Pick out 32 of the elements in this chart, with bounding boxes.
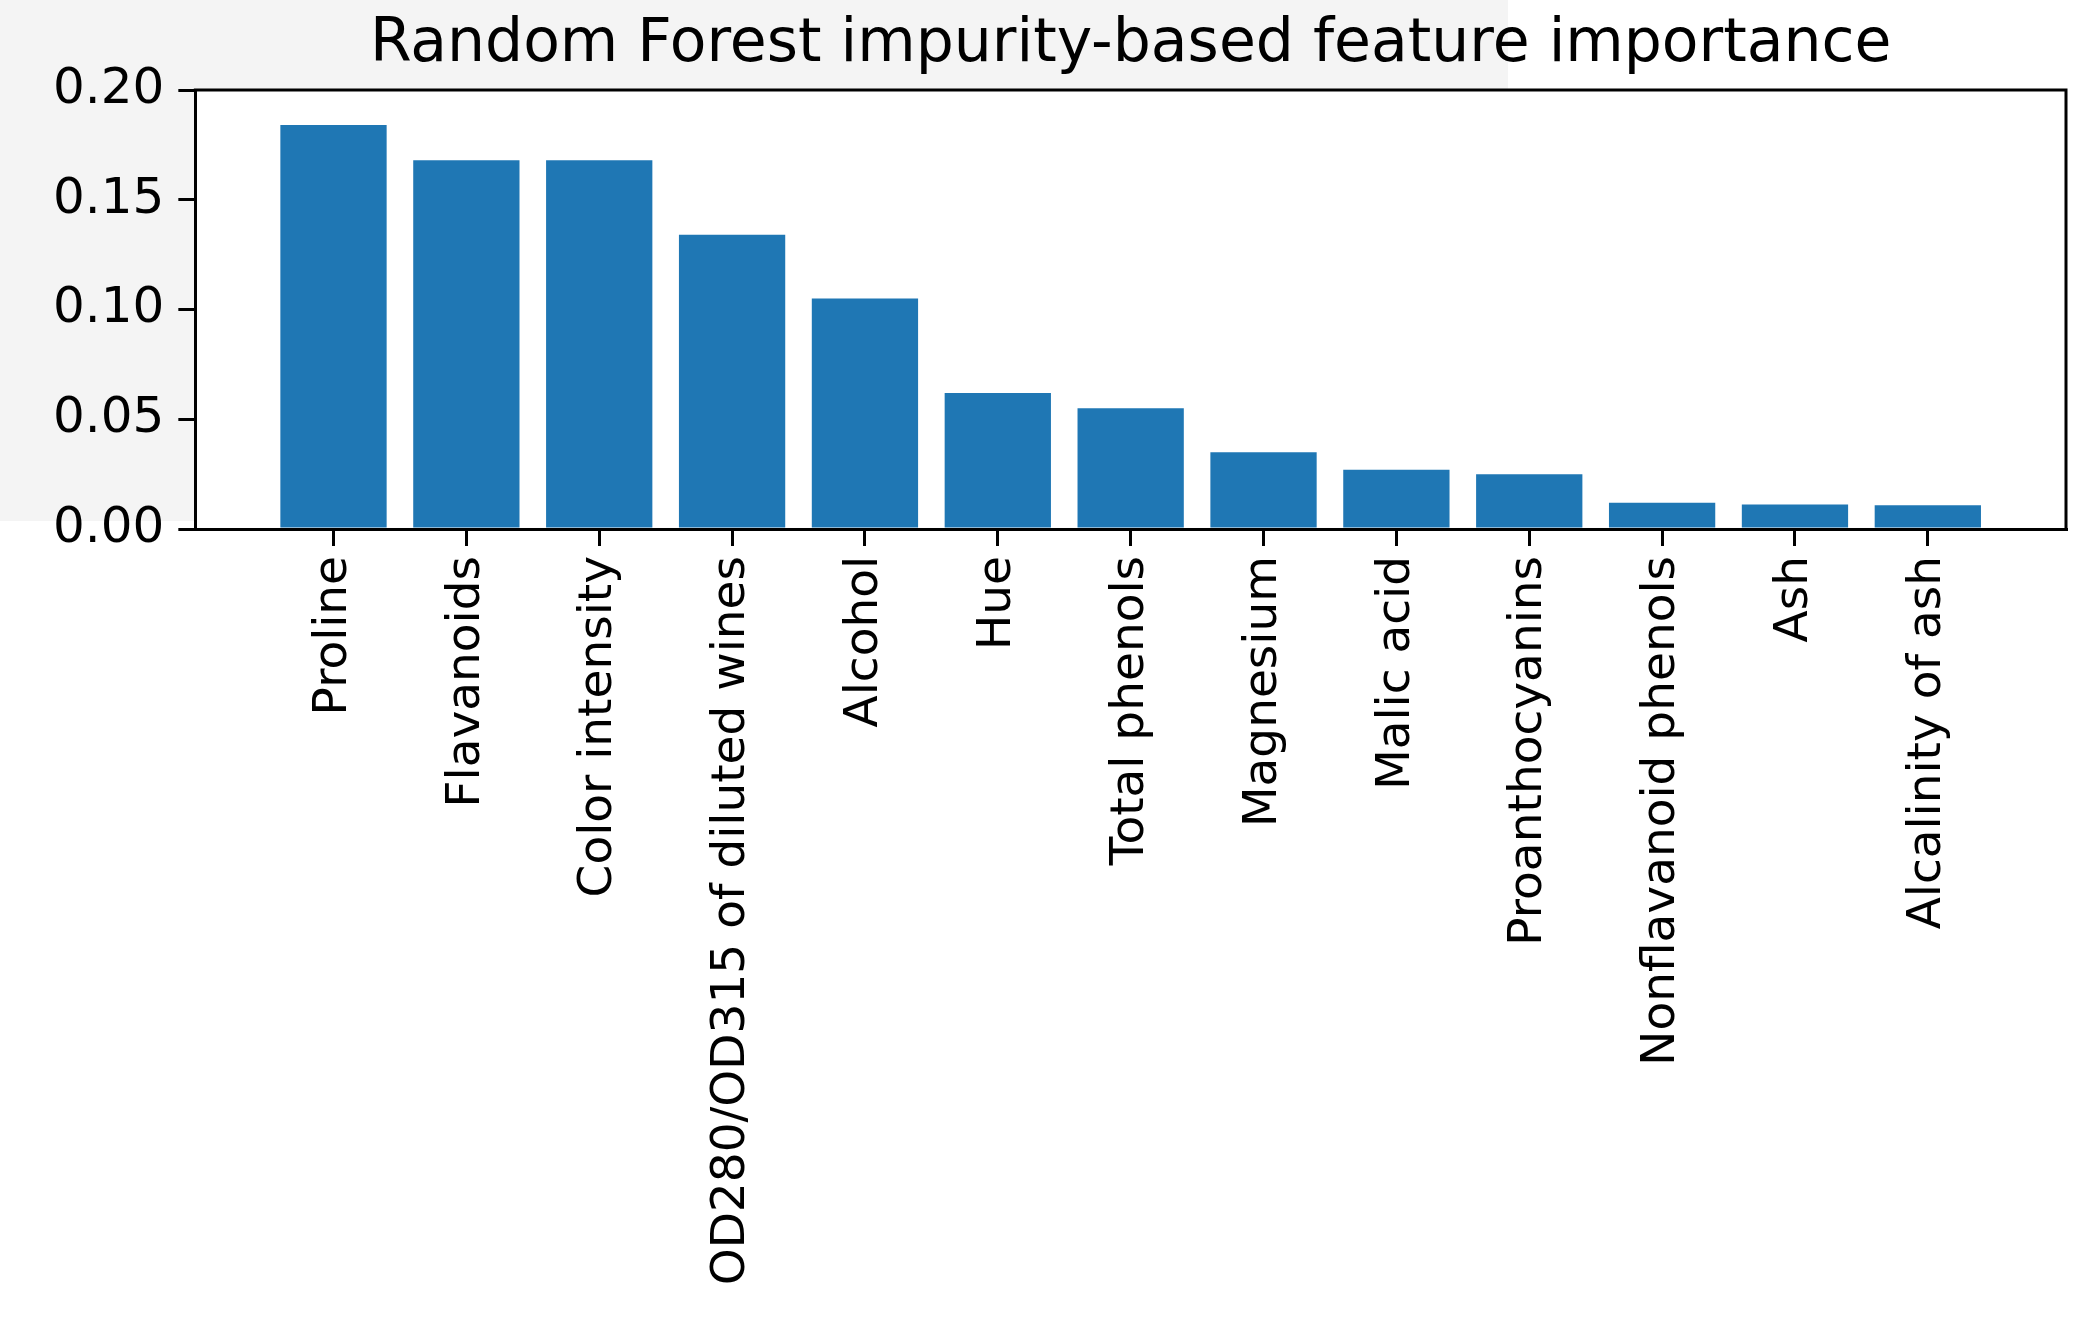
bar	[1077, 408, 1184, 528]
y-tick-label: 0.20	[53, 56, 165, 115]
bar	[678, 234, 786, 528]
bar	[1608, 502, 1716, 528]
x-tick-label: Malic acid	[1364, 556, 1420, 790]
bar	[280, 125, 387, 528]
x-tick-label: OD280/OD315 of diluted wines	[700, 556, 756, 1286]
bar	[944, 392, 1051, 528]
x-tick-label: Magnesium	[1231, 556, 1287, 828]
bar	[546, 160, 653, 528]
x-tick-label: Total phenols	[1098, 556, 1154, 867]
x-tick-label: Proanthocyanins	[1497, 556, 1553, 946]
x-tick-label: Color intensity	[567, 556, 623, 898]
bar	[1210, 452, 1317, 528]
x-tick-label: Hue	[966, 556, 1022, 651]
x-tick-label: Ash	[1763, 556, 1819, 643]
x-tick-label: Alcohol	[833, 556, 889, 728]
y-tick-label: 0.10	[53, 276, 165, 335]
bar	[1476, 474, 1583, 528]
bar	[1874, 505, 1981, 528]
y-tick-label: 0.15	[53, 166, 165, 225]
y-tick-label: 0.05	[53, 386, 165, 445]
bar	[811, 298, 919, 528]
chart-title: Random Forest impurity-based feature importance	[369, 5, 1892, 75]
x-tick-label: Flavanoids	[434, 556, 490, 808]
x-tick-label: Alcalinity of ash	[1896, 556, 1952, 930]
bar	[1741, 504, 1849, 528]
bar	[1343, 469, 1450, 528]
y-tick-label: 0.00	[53, 495, 165, 554]
x-tick-label: Proline	[301, 556, 357, 716]
x-tick-label: Nonflavanoid phenols	[1630, 556, 1686, 1066]
bar	[413, 160, 520, 528]
